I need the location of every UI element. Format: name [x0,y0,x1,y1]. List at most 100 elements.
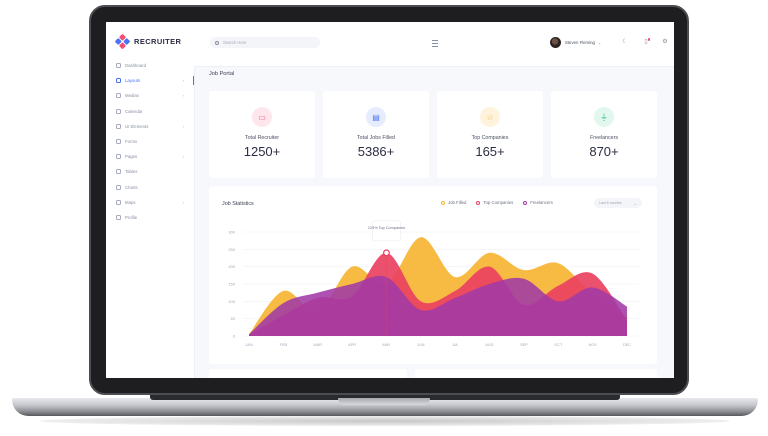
sidebar-item-label: Forms [125,139,138,145]
sidebar-item-icon [116,199,121,205]
y-tick-label: 200 [228,264,235,269]
logo-icon [114,33,131,50]
legend-marker [441,200,445,205]
bottom-card-right [415,369,657,378]
sidebar-menu: Dashboard Layouts › Medias › Calendar UI Eleme… [106,58,194,225]
chevron-down-icon: ⌄ [597,40,602,45]
search-icon [215,40,219,45]
legend-label: Top Companies [483,200,514,205]
legend-item[interactable]: Freelancers [523,200,553,205]
sidebar-item-label: Calendar [125,108,143,114]
sidebar-item-icon [116,78,121,84]
sidebar-item-icon [116,154,121,160]
sidebar-item-label: Tables [125,169,138,175]
stat-card-top-companies[interactable]: ☆ Top Companies 165+ [437,91,543,178]
x-tick-label: MAY [382,343,390,347]
x-tick-label: MAR [314,343,323,347]
y-tick-label: 0 [233,334,236,339]
search-input[interactable]: Search Here [223,40,247,45]
period-select[interactable]: Last 6 months ⌄ [594,198,642,208]
sidebar-item-label: Profile [125,214,138,220]
stat-label: Total Jobs Filled [357,135,395,141]
sidebar-item-pages[interactable]: Pages › [106,149,194,164]
stat-label: Freelancers [590,135,618,141]
series-area-freelancers [249,275,627,336]
brand-logo[interactable]: RECRUITER [114,33,181,50]
wallet-icon: ▭ [252,107,272,127]
sidebar: RECRUITER Dashboard Layouts › Medias › Calend… [106,22,195,378]
laptop-notch [338,398,430,405]
x-tick-label: NOV [589,343,598,347]
chart-legend: Job Filled Top Companies Freelancers [441,200,563,205]
job-statistics-card: Job Statistics Job Filled Top Companies Fr… [209,186,657,364]
stat-value: 165+ [475,144,505,159]
stat-card-total-jobs-filled[interactable]: ▤ Total Jobs Filled 5386+ [323,91,429,178]
stat-label: Top Companies [471,135,509,141]
document-icon: ▤ [366,107,386,127]
app-screen: RECRUITER Dashboard Layouts › Medias › Calend… [106,22,674,378]
legend-item[interactable]: Top Companies [476,200,513,205]
page-title: Job Portal [209,71,235,77]
y-tick-label: 100 [228,299,235,304]
y-tick-label: 50 [231,316,236,321]
sidebar-item-icon [116,93,121,99]
chevron-right-icon: › [182,123,184,129]
laptop-shadow [40,416,730,426]
bottom-card-left [209,369,407,378]
sidebar-item-maps[interactable]: Maps › [106,195,194,210]
stat-label: Total Recruiter [244,135,280,141]
x-tick-label: JUL [452,343,459,347]
y-tick-label: 300 [228,230,235,235]
plug-icon: ⏚ [594,107,614,127]
sidebar-item-label: Dashboard [125,63,147,69]
sidebar-item-dashboard[interactable]: Dashboard [106,58,194,73]
search-box[interactable]: Search Here [210,37,320,48]
hover-point [383,249,390,257]
legend-label: Freelancers [530,200,553,205]
y-tick-label: 250 [228,247,235,252]
legend-marker [523,200,528,205]
legend-item[interactable]: Job Filled [441,200,466,205]
tooltip-text: 125% Top Companies [368,226,405,230]
sidebar-item-profile[interactable]: Profile [106,210,194,225]
x-tick-label: SEP [520,343,528,347]
x-tick-label: AUG [485,343,493,347]
sidebar-item-forms[interactable]: Forms [106,134,194,149]
stat-card-total-recruiter[interactable]: ▭ Total Recruiter 1250+ [209,91,315,178]
x-tick-label: FEB [280,343,288,347]
sidebar-item-icon [116,63,121,69]
sidebar-item-layouts[interactable]: Layouts › [106,73,194,88]
sidebar-item-label: Pages [125,154,138,160]
sidebar-item-tables[interactable]: Tables [106,164,194,179]
stat-card-freelancers[interactable]: ⏚ Freelancers 870+ [551,91,657,178]
gear-icon[interactable]: ⚙ [662,39,668,45]
stat-value: 870+ [589,144,619,159]
sidebar-item-ui-elements[interactable]: UI Elements › [106,119,194,134]
x-tick-label: APR [348,343,356,347]
sidebar-item-icon [116,169,121,175]
area-chart: 0 50 100 150 200 250 300 JAN FEB MAR APR MAY JUN JUL A… [228,220,639,347]
period-select-value: Last 6 months [599,201,622,205]
laptop-base [12,398,758,416]
bell-icon[interactable]: ▯ [643,38,650,45]
x-tick-label: JAN [245,343,252,347]
sidebar-item-medias[interactable]: Medias › [106,88,194,103]
y-tick-label: 150 [228,282,235,287]
notification-dot [647,38,650,41]
sidebar-item-charts[interactable]: Charts [106,180,194,195]
sidebar-item-icon [116,184,121,190]
stat-value: 1250+ [243,144,281,159]
x-tick-label: DEC [623,343,631,347]
sidebar-item-calendar[interactable]: Calendar [106,104,194,119]
avatar [550,37,561,48]
user-menu[interactable]: Steven Fleming ⌄ [550,37,601,48]
chevron-down-icon: ⌄ [633,200,637,206]
menu-toggle-icon[interactable] [432,40,438,47]
chevron-right-icon: › [182,154,184,160]
moon-icon[interactable]: ☾ [622,39,628,45]
chevron-right-icon: › [182,78,184,84]
star-icon: ☆ [480,107,500,127]
chevron-right-icon: › [182,93,184,99]
legend-label: Job Filled [448,200,467,205]
chart-title: Job Statistics [222,201,254,207]
